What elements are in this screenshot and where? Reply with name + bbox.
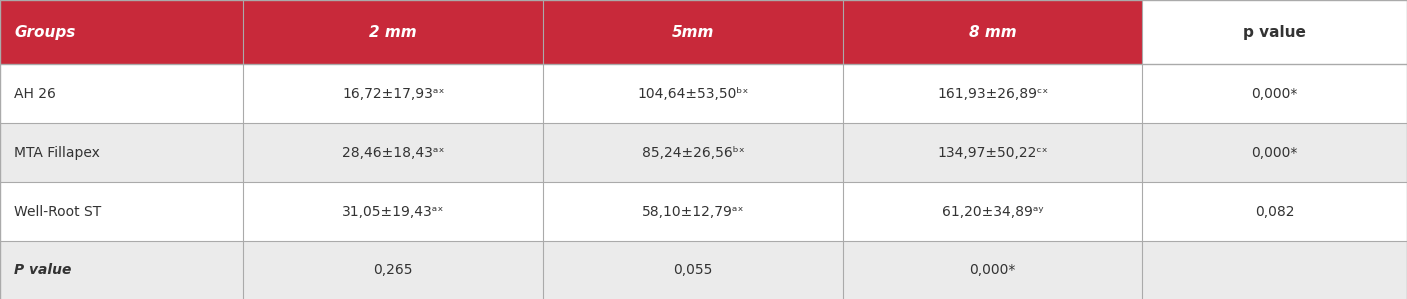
Text: p value: p value — [1244, 25, 1306, 40]
Text: 0,055: 0,055 — [674, 263, 712, 277]
Bar — [0, 64, 243, 123]
Text: P value: P value — [14, 263, 72, 277]
Text: 134,97±50,22ᶜˣ: 134,97±50,22ᶜˣ — [937, 146, 1048, 160]
Text: AH 26: AH 26 — [14, 87, 56, 101]
Bar — [0, 241, 243, 299]
Text: 0,265: 0,265 — [373, 263, 414, 277]
Text: 0,000*: 0,000* — [969, 263, 1016, 277]
Text: 161,93±26,89ᶜˣ: 161,93±26,89ᶜˣ — [937, 87, 1048, 101]
Bar — [543, 64, 843, 123]
Bar — [0, 182, 243, 241]
Text: Groups: Groups — [14, 25, 76, 40]
Bar — [1142, 241, 1407, 299]
Bar — [0, 123, 243, 182]
Bar — [243, 182, 543, 241]
Bar — [243, 241, 543, 299]
Text: 58,10±12,79ᵃˣ: 58,10±12,79ᵃˣ — [642, 205, 744, 219]
Text: 5mm: 5mm — [671, 25, 715, 40]
Text: MTA Fillapex: MTA Fillapex — [14, 146, 100, 160]
Bar — [543, 0, 843, 64]
Bar — [843, 241, 1142, 299]
Bar — [0, 0, 243, 64]
Bar — [543, 182, 843, 241]
Bar — [243, 64, 543, 123]
Bar — [1142, 0, 1407, 64]
Text: 8 mm: 8 mm — [969, 25, 1016, 40]
Text: 28,46±18,43ᵃˣ: 28,46±18,43ᵃˣ — [342, 146, 445, 160]
Text: 0,000*: 0,000* — [1252, 87, 1297, 101]
Bar — [1142, 64, 1407, 123]
Bar — [843, 0, 1142, 64]
Text: 0,000*: 0,000* — [1252, 146, 1297, 160]
Bar — [243, 123, 543, 182]
Bar — [1142, 182, 1407, 241]
Text: 16,72±17,93ᵃˣ: 16,72±17,93ᵃˣ — [342, 87, 445, 101]
Text: 85,24±26,56ᵇˣ: 85,24±26,56ᵇˣ — [642, 146, 744, 160]
Text: 0,082: 0,082 — [1255, 205, 1294, 219]
Text: 31,05±19,43ᵃˣ: 31,05±19,43ᵃˣ — [342, 205, 445, 219]
Bar — [843, 64, 1142, 123]
Text: 61,20±34,89ᵃʸ: 61,20±34,89ᵃʸ — [941, 205, 1044, 219]
Text: 104,64±53,50ᵇˣ: 104,64±53,50ᵇˣ — [637, 87, 749, 101]
Text: 2 mm: 2 mm — [370, 25, 416, 40]
Text: Well-Root ST: Well-Root ST — [14, 205, 101, 219]
Bar — [843, 182, 1142, 241]
Bar — [243, 0, 543, 64]
Bar — [543, 241, 843, 299]
Bar — [1142, 123, 1407, 182]
Bar — [843, 123, 1142, 182]
Bar — [543, 123, 843, 182]
